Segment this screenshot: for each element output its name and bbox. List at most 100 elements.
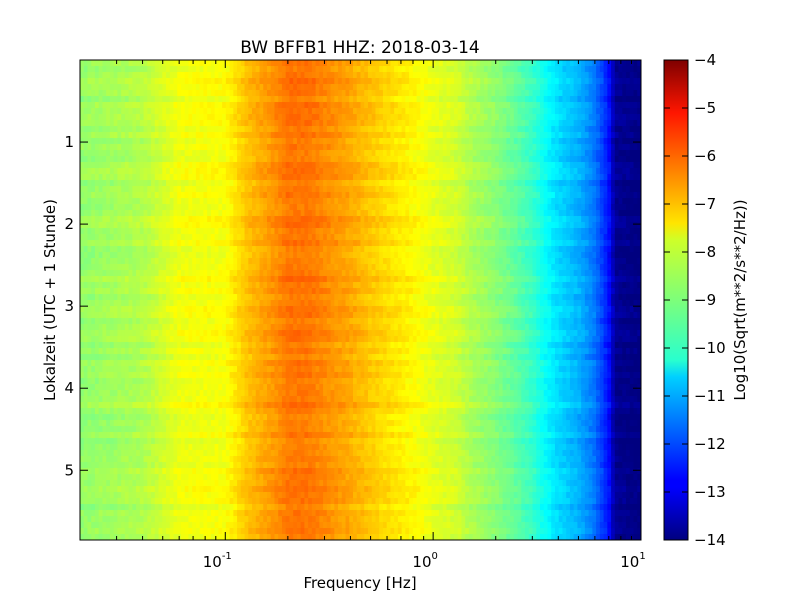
heatmap-cell [289,462,294,469]
heatmap-cell [162,114,167,121]
heatmap-cell [259,534,264,540]
heatmap-cell [121,408,126,415]
heatmap-cell [173,366,178,373]
heatmap-cell [162,204,167,211]
heatmap-cell [91,384,96,391]
heatmap-cell [240,510,246,517]
heatmap-cell [296,306,302,313]
heatmap-cell [91,450,96,457]
heatmap-cell [252,420,257,427]
heatmap-cell [91,102,96,109]
heatmap-cell [240,174,246,181]
heatmap-cell [169,282,175,289]
heatmap-cell [173,84,178,91]
heatmap-cell [285,198,291,205]
heatmap-cell [177,252,182,259]
heatmap-cell [199,498,205,505]
heatmap-cell [154,420,160,427]
heatmap-cell [237,408,242,415]
heatmap-cell [248,138,253,145]
heatmap-cell [162,456,167,463]
heatmap-cell [188,60,193,67]
heatmap-cell [308,480,313,487]
heatmap-cell [87,474,92,481]
heatmap-cell [210,522,216,529]
heatmap-cell [293,510,298,517]
heatmap-cell [158,504,163,511]
heatmap-cell [94,300,100,307]
heatmap-cell [244,288,249,295]
heatmap-cell [128,162,133,169]
heatmap-cell [113,534,118,540]
heatmap-cell [188,396,193,403]
heatmap-cell [139,306,145,313]
heatmap-cell [263,372,268,379]
heatmap-cell [91,156,96,163]
heatmap-cell [94,168,100,175]
heatmap-cell [267,516,272,523]
heatmap-cell [80,510,85,517]
heatmap-cell [214,534,219,540]
heatmap-cell [128,474,133,481]
heatmap-cell [210,270,216,277]
heatmap-cell [121,288,126,295]
heatmap-cell [184,252,190,259]
heatmap-cell [128,270,133,277]
heatmap-cell [143,414,148,421]
heatmap-cell [296,402,302,409]
heatmap-cell [289,210,294,217]
heatmap-cell [177,168,182,175]
heatmap-cell [278,462,283,469]
heatmap-cell [293,486,298,493]
heatmap-cell [311,204,317,211]
heatmap-cell [98,402,104,409]
heatmap-cell [195,210,201,217]
heatmap-cell [255,528,261,535]
heatmap-cell [128,312,133,319]
heatmap-cell [188,180,193,187]
heatmap-cell [91,402,96,409]
heatmap-cell [252,408,257,415]
heatmap-cell [210,150,216,157]
heatmap-cell [233,384,238,391]
heatmap-cell [274,426,279,433]
heatmap-cell [106,120,111,127]
heatmap-cell [94,150,100,157]
heatmap-cell [124,510,130,517]
heatmap-cell [143,294,148,301]
heatmap-cell [285,510,291,517]
heatmap-cell [248,144,253,151]
heatmap-cell [240,234,246,241]
heatmap-cell [132,402,137,409]
heatmap-cell [210,180,216,187]
heatmap-cell [222,336,227,343]
heatmap-cell [132,198,137,205]
heatmap-cell [308,432,313,439]
heatmap-cell [237,288,242,295]
heatmap-cell [252,492,257,499]
heatmap-cell [184,420,190,427]
heatmap-cell [87,132,92,139]
heatmap-cell [173,528,178,535]
heatmap-cell [166,324,171,331]
heatmap-cell [109,510,115,517]
heatmap-cell [222,384,227,391]
heatmap-cell [296,534,302,540]
heatmap-cell [158,168,163,175]
heatmap-cell [117,288,122,295]
heatmap-cell [106,96,111,103]
heatmap-cell [244,174,249,181]
heatmap-cell [128,180,133,187]
heatmap-cell [207,84,212,91]
heatmap-cell [207,216,212,223]
heatmap-cell [124,426,130,433]
heatmap-cell [285,414,291,421]
heatmap-cell [237,210,242,217]
heatmap-cell [151,402,156,409]
heatmap-cell [83,96,89,103]
heatmap-cell [80,252,85,259]
heatmap-cell [124,468,130,475]
heatmap-cell [225,486,231,493]
heatmap-cell [94,330,100,337]
heatmap-cell [300,156,305,163]
